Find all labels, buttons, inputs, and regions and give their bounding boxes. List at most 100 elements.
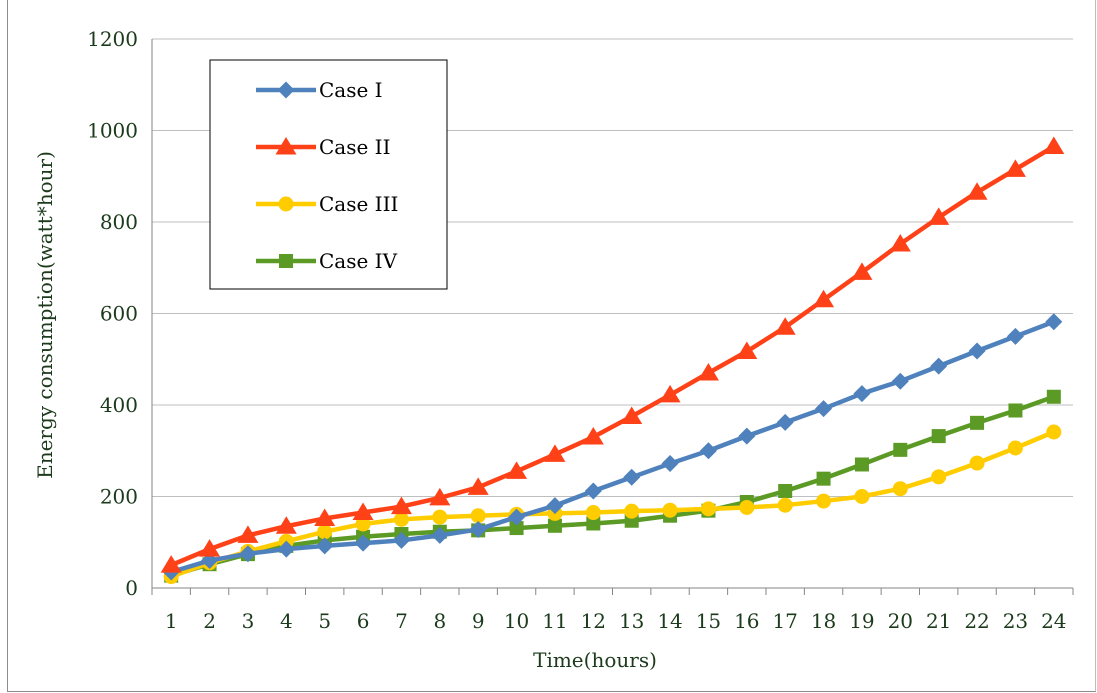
x-tick-label: 20 — [888, 609, 913, 633]
x-tick-label: 8 — [433, 609, 446, 633]
data-point-case-iii — [662, 502, 678, 518]
data-point-case-i — [1045, 313, 1063, 331]
data-point-case-i — [508, 508, 526, 526]
data-point-case-iv — [547, 518, 562, 533]
series-group — [160, 136, 1065, 585]
data-point-case-iii — [1007, 440, 1023, 456]
data-point-case-i — [891, 372, 909, 390]
data-point-case-iii — [470, 508, 486, 524]
series-line-case-i — [168, 319, 1057, 575]
y-tick-label: 1200 — [87, 27, 138, 51]
data-point-case-ii — [621, 406, 643, 424]
legend-item-case-i: Case I — [256, 78, 383, 102]
data-point-case-i — [930, 357, 948, 375]
data-point-case-iii — [931, 469, 947, 485]
data-point-case-i — [316, 537, 334, 555]
data-point-case-iii — [777, 497, 793, 513]
data-point-case-ii — [275, 516, 297, 534]
data-point-case-iv — [1008, 403, 1023, 418]
data-point-case-iii — [854, 489, 870, 504]
chart-frame — [7, 0, 1096, 692]
data-point-case-iv — [893, 442, 908, 457]
data-point-case-iv — [816, 471, 831, 486]
data-point-case-iii — [317, 524, 333, 540]
data-point-case-ii — [237, 525, 259, 543]
x-tick-label: 23 — [1003, 609, 1028, 633]
data-point-case-ii — [199, 539, 221, 557]
series-case-iii — [163, 424, 1062, 585]
legend-marker-case-i — [277, 81, 295, 99]
x-tick-label: 5 — [318, 609, 331, 633]
y-tick-label: 400 — [100, 393, 138, 417]
data-point-case-i — [853, 385, 871, 403]
x-tick-label: 15 — [696, 609, 721, 633]
legend-box — [209, 59, 448, 290]
x-tick-label: 3 — [242, 609, 255, 633]
data-point-case-i — [699, 442, 717, 460]
x-tick-label: 4 — [280, 609, 293, 633]
data-point-case-iii — [739, 499, 755, 515]
x-tick-label: 13 — [619, 609, 644, 633]
data-point-case-ii — [160, 555, 182, 573]
data-point-case-ii — [1004, 159, 1026, 177]
data-point-case-ii — [467, 477, 489, 495]
data-point-case-ii — [1043, 136, 1065, 155]
legend-marker-case-iii — [278, 196, 294, 212]
data-point-case-ii — [352, 502, 374, 521]
data-point-case-i — [661, 455, 679, 473]
x-tick-label: 12 — [581, 609, 606, 633]
data-point-case-i — [546, 497, 564, 515]
data-point-case-iii — [969, 455, 985, 471]
data-point-case-iii — [1046, 424, 1062, 440]
data-point-case-i — [354, 534, 372, 552]
legend-label-case-iii: Case III — [319, 192, 398, 216]
data-point-case-ii — [697, 362, 719, 381]
x-tick-label: 22 — [964, 609, 989, 633]
data-point-case-ii — [544, 444, 566, 462]
data-point-case-ii — [506, 461, 528, 479]
data-point-case-ii — [314, 508, 336, 526]
data-point-case-ii — [889, 233, 911, 252]
data-point-case-iv — [931, 429, 946, 444]
data-point-case-ii — [851, 262, 873, 280]
legend-item-case-ii: Case II — [256, 135, 390, 159]
x-axis-label: Time(hours) — [533, 648, 657, 672]
legend-marker-case-ii — [275, 137, 297, 155]
data-point-case-i — [968, 342, 986, 360]
data-point-case-i — [431, 526, 449, 544]
y-axis-label: Energy consumption(watt*hour) — [33, 151, 57, 479]
y-tick-label: 0 — [125, 576, 138, 600]
data-point-case-i — [623, 468, 641, 486]
x-tick-label: 10 — [504, 609, 529, 633]
data-point-case-iii — [355, 516, 371, 532]
x-tick-label: 16 — [734, 609, 759, 633]
x-tick-label: 19 — [849, 609, 874, 633]
data-point-case-iii — [892, 481, 908, 497]
data-point-case-iii — [585, 505, 601, 521]
gridlines — [152, 38, 1073, 497]
x-tick-label: 14 — [657, 609, 682, 633]
data-point-case-iv — [509, 521, 524, 536]
data-point-case-ii — [928, 207, 950, 225]
x-tick-label: 21 — [926, 609, 951, 633]
data-point-case-i — [239, 545, 257, 563]
data-point-case-ii — [774, 317, 796, 335]
data-point-case-i — [776, 413, 794, 431]
legend-label-case-i: Case I — [319, 78, 383, 102]
data-point-case-iv — [970, 415, 985, 430]
x-tick-labels: 1 2 3 4 5 6 7 8 9 10 11 12 13 14 15 16 17 18 19 20 21 22 23 24 — [165, 609, 1067, 633]
legend-label-case-ii: Case II — [319, 135, 390, 159]
x-tick-label: 24 — [1041, 609, 1066, 633]
data-point-case-ii — [966, 182, 988, 200]
data-point-case-i — [815, 400, 833, 418]
data-point-case-ii — [659, 384, 681, 403]
y-tick-label: 800 — [100, 210, 138, 234]
data-point-case-ii — [736, 341, 758, 359]
series-line-case-iii — [168, 429, 1057, 579]
data-point-case-i — [1006, 327, 1024, 345]
data-point-case-iv — [854, 457, 869, 472]
data-point-case-iv — [1046, 389, 1061, 404]
data-point-case-i — [469, 520, 487, 538]
data-point-case-ii — [582, 427, 604, 445]
